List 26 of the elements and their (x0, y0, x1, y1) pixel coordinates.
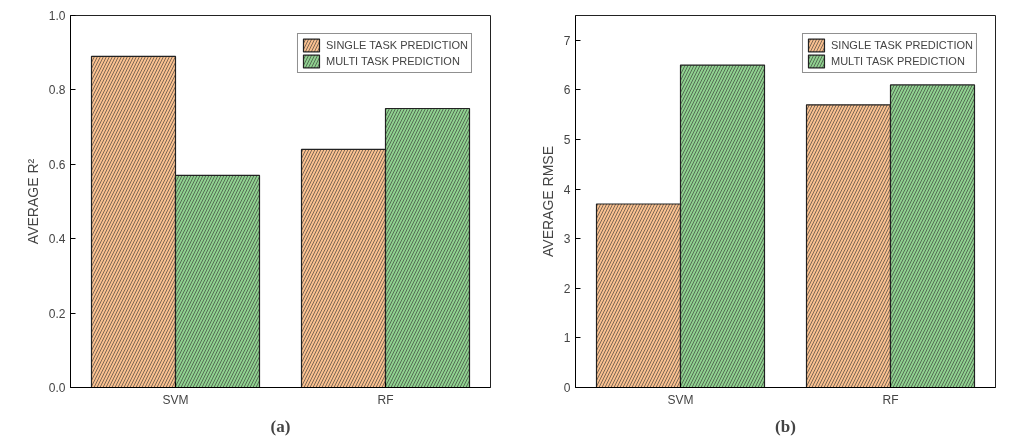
y-tick-label: 2 (563, 281, 571, 296)
y-axis-title: AVERAGE RMSE (539, 145, 556, 257)
y-tick-label: 0.4 (48, 232, 66, 247)
x-tick-label: SVM (162, 392, 189, 407)
y-tick-label: 0.2 (48, 306, 66, 321)
y-tick-label: 0.8 (48, 83, 66, 98)
y-tick-label: 7 (563, 33, 571, 48)
x-tick-label: SVM (667, 392, 694, 407)
x-tick-label: RF (377, 392, 394, 407)
x-tick-label: RF (882, 392, 899, 407)
legend-label: MULTI TASK PREDICTION (325, 54, 460, 69)
y-tick-label: 0.6 (48, 157, 66, 172)
y-tick-label: 6 (563, 83, 571, 98)
y-tick-label: 3 (563, 232, 571, 247)
y-tick-label: 0 (563, 381, 571, 395)
legend-label: SINGLE TASK PREDICTION (325, 38, 468, 53)
legend-label: SINGLE TASK PREDICTION (830, 38, 973, 53)
y-tick-label: 1 (563, 331, 571, 346)
y-axis-title: AVERAGE R² (24, 158, 41, 245)
y-tick-label: 5 (563, 133, 571, 147)
y-tick-label: 0.0 (48, 381, 66, 395)
y-tick-label: 1.0 (48, 9, 66, 23)
legend-label: MULTI TASK PREDICTION (830, 54, 965, 69)
text: (a) (270, 416, 291, 436)
y-tick-label: 4 (563, 182, 571, 197)
text: (b) (775, 416, 796, 436)
